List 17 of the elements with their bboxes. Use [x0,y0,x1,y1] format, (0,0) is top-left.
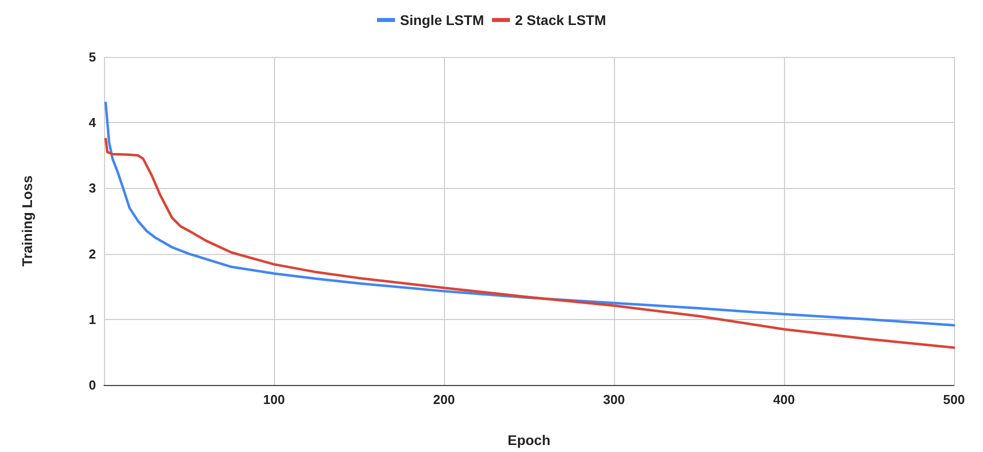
x-axis-title: Epoch [508,432,550,448]
y-axis-title: Training Loss [19,175,35,267]
line-series [104,102,956,327]
legend-label: 2 Stack LSTM [514,12,606,28]
y-tick-label: 0 [88,378,96,392]
x-tick-label: 300 [603,392,625,407]
x-tick-label: 500 [943,392,965,407]
y-tick-label: 3 [88,180,96,196]
legend-label: Single LSTM [400,12,484,28]
y-tick-label: 2 [88,246,96,262]
x-tick-label: 400 [773,392,795,407]
y-tick-label: 4 [88,115,97,130]
y-tick-label: 1 [88,312,96,327]
x-tick-label: 100 [263,392,285,407]
line-series [104,138,956,349]
y-tick-label: 5 [88,50,96,64]
x-tick-label: 200 [433,392,455,407]
